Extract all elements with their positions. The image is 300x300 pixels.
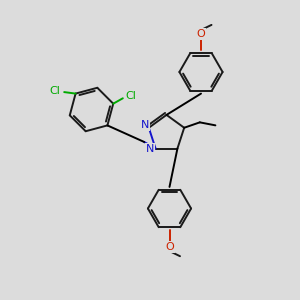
Text: N: N	[146, 143, 154, 154]
Text: O: O	[196, 29, 206, 39]
Text: Cl: Cl	[126, 91, 137, 101]
Text: Cl: Cl	[50, 86, 61, 96]
Text: N: N	[141, 120, 149, 130]
Text: O: O	[165, 242, 174, 252]
